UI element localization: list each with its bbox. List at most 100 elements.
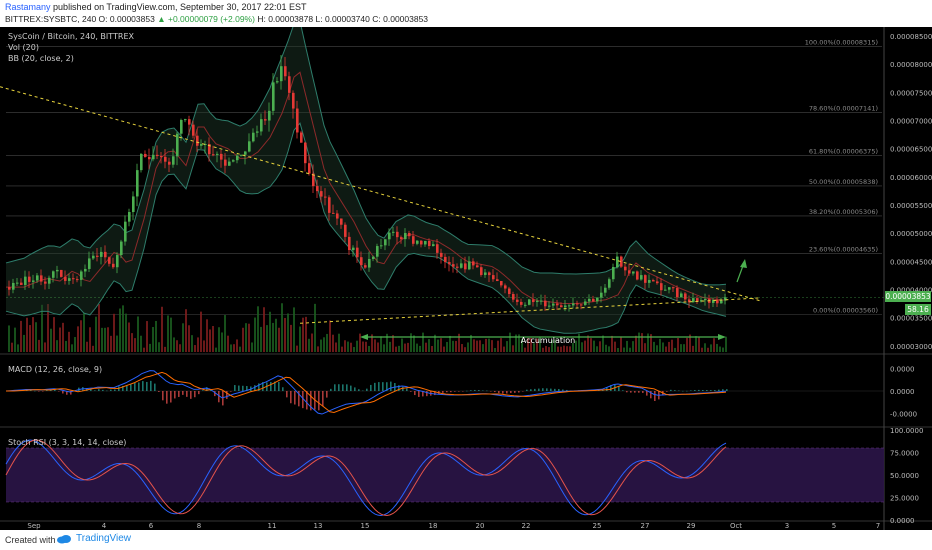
time-tick-label: 11 — [268, 522, 277, 530]
candle-body — [660, 283, 663, 291]
volume-bar — [302, 317, 304, 352]
volume-bar — [29, 325, 31, 352]
volume-bar — [188, 325, 190, 352]
candle-body — [112, 263, 115, 268]
candle-body — [512, 293, 515, 300]
volume-bar — [383, 344, 385, 352]
volume-bar — [116, 335, 118, 352]
volume-bar — [713, 338, 715, 352]
candle-body — [360, 257, 363, 266]
candle-body — [544, 300, 547, 307]
candle-body — [596, 297, 599, 302]
candle-body — [232, 160, 235, 162]
volume-bar — [323, 337, 325, 352]
volume-bar — [497, 340, 499, 352]
brand-label: TradingView — [76, 533, 132, 544]
candle-body — [184, 119, 187, 121]
macd-hist-bar — [446, 391, 448, 393]
price-tick-label: 0.00004000 — [890, 286, 932, 294]
price-badge: 0.00003853 — [885, 292, 931, 301]
candle-body — [148, 156, 151, 160]
candle-body — [380, 245, 383, 247]
candle-body — [384, 239, 387, 246]
candle-body — [332, 212, 335, 214]
volume-bar — [665, 346, 667, 352]
macd-hist-bar — [630, 391, 632, 393]
volume-bar — [572, 343, 574, 352]
fib-label: 61.80%(0.00006375) — [809, 148, 878, 156]
author-link[interactable]: Rastamany — [5, 2, 51, 12]
macd-hist-bar — [642, 391, 644, 393]
candle-body — [640, 275, 643, 280]
volume-bar — [134, 338, 136, 352]
volume-bar — [476, 340, 478, 352]
macd-hist-bar — [238, 385, 240, 391]
volume-bar — [305, 316, 307, 352]
macd-hist-bar — [54, 389, 56, 391]
macd-hist-bar — [122, 385, 124, 391]
macd-hist-bar — [222, 391, 224, 406]
price-tick-label: 0.00007000 — [890, 118, 932, 126]
macd-hist-bar — [626, 391, 628, 393]
volume-bar — [593, 340, 595, 352]
candle-body — [464, 263, 467, 270]
volume-bar — [611, 335, 613, 352]
volume-bar — [605, 344, 607, 352]
volume-bar — [431, 346, 433, 352]
volume-bar — [563, 345, 565, 352]
price-tick-label: 0.00005500 — [890, 202, 932, 210]
volume-bar — [344, 340, 346, 352]
macd-tick-label: 0.0000 — [890, 365, 915, 373]
candle-body — [408, 233, 411, 237]
chart-canvas[interactable]: 100.00%(0.00008315) 78.60%(0.00007141) 61.… — [0, 20, 932, 530]
accumulation-label: Accumulation — [521, 336, 576, 345]
symbol-legend: SysCoin / Bitcoin, 240, BITTREX — [8, 32, 135, 41]
volume-bar — [644, 343, 646, 352]
candle-body — [192, 124, 195, 136]
candle-body — [168, 161, 171, 165]
signal-line — [6, 371, 727, 414]
volume-bar — [128, 322, 130, 352]
volume-bar — [362, 341, 364, 352]
candle-body — [612, 266, 615, 280]
volume-bar — [443, 346, 445, 352]
candle-body — [60, 269, 63, 277]
volume-bar — [719, 346, 721, 352]
axes-layer: 0.00008500 0.00008000 0.00007500 0.00007000… — [27, 33, 932, 530]
candle-body — [720, 300, 723, 304]
volume-bar — [452, 340, 454, 352]
macd-hist-bar — [338, 384, 340, 391]
volume-bar — [11, 342, 13, 352]
volume-bar — [98, 304, 100, 352]
candle-body — [20, 282, 23, 285]
volume-bar — [140, 335, 142, 352]
volume-bar — [194, 345, 196, 352]
candle-body — [476, 265, 479, 268]
volume-bar — [620, 336, 622, 352]
macd-hist-bar — [262, 382, 264, 391]
volume-bar — [680, 344, 682, 352]
chart-area[interactable]: 100.00%(0.00008315) 78.60%(0.00007141) 61.… — [0, 20, 932, 530]
volume-bar — [317, 346, 319, 352]
candle-body — [676, 288, 679, 298]
volume-bar — [59, 327, 61, 352]
volume-bar — [704, 343, 706, 352]
fib-label: 0.00%(0.00003560) — [813, 306, 878, 314]
candle-body — [124, 221, 127, 242]
candle-body — [104, 251, 107, 258]
macd-hist-bar — [138, 382, 140, 391]
candle-body — [324, 196, 327, 198]
volume-bar — [356, 340, 358, 352]
tradingview-brand[interactable]: TradingView — [56, 533, 131, 544]
stoch-layer — [5, 439, 884, 516]
macd-hist-bar — [170, 391, 172, 403]
candle-body — [228, 161, 231, 166]
published-text: published on TradingView.com, September … — [53, 2, 307, 12]
candle-body — [128, 212, 131, 222]
macd-hist-bar — [694, 390, 696, 391]
macd-hist-bar — [530, 389, 532, 391]
macd-hist-bar — [534, 388, 536, 391]
volume-bar — [647, 333, 649, 352]
volume-bar — [722, 347, 724, 352]
candle-body — [584, 301, 587, 305]
